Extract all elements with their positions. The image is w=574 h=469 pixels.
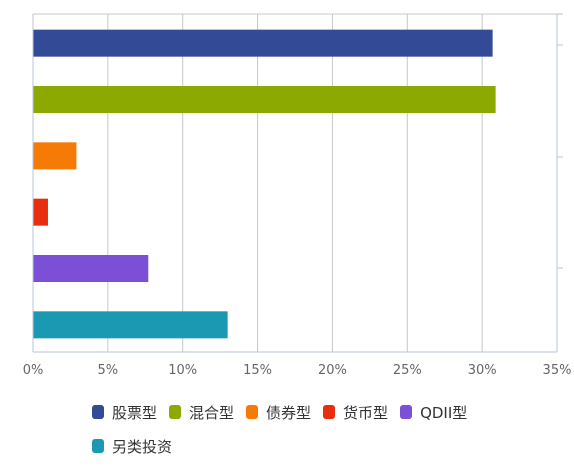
x-tick-labels: 0% 5% 10% 15% 20% 25% 30% 35% xyxy=(23,363,572,378)
x-tick-label: 30% xyxy=(468,363,497,378)
bar-1 xyxy=(33,86,496,113)
bar-5 xyxy=(33,311,228,339)
x-tick-label: 5% xyxy=(98,363,119,378)
legend-item[interactable]: QDII型 xyxy=(400,400,467,424)
x-tick-label: 10% xyxy=(168,363,197,378)
legend-swatch xyxy=(246,405,259,419)
grid-lines xyxy=(107,14,483,352)
axes xyxy=(32,13,563,353)
x-tick-label: 20% xyxy=(318,363,347,378)
legend-swatch xyxy=(400,405,413,419)
legend-label: QDII型 xyxy=(420,403,468,422)
bar-chart-plot: 0% 5% 10% 15% 20% 25% 30% 35% xyxy=(23,13,572,378)
legend-label: 股票型 xyxy=(112,403,158,422)
legend-swatch xyxy=(323,405,336,419)
bar-2 xyxy=(33,142,77,170)
legend-item[interactable]: 债券型 xyxy=(246,400,311,424)
legend-label: 货币型 xyxy=(343,403,389,422)
legend-item[interactable]: 货币型 xyxy=(323,400,388,424)
legend-label: 债券型 xyxy=(266,403,312,422)
legend-label: 另类投资 xyxy=(112,437,173,456)
legend-swatch xyxy=(92,439,104,453)
x-tick-label: 15% xyxy=(243,363,272,378)
legend: 股票型 混合型 债券型 货币型 QDII型另类投资 xyxy=(92,400,552,468)
legend-item[interactable]: 另类投资 xyxy=(92,434,172,458)
bar-0 xyxy=(33,29,493,57)
x-tick-label: 25% xyxy=(393,363,422,378)
x-tick-label: 0% xyxy=(23,363,44,378)
bar-4 xyxy=(33,255,149,282)
legend-item[interactable]: 混合型 xyxy=(169,400,234,424)
legend-swatch xyxy=(92,405,104,419)
legend-label: 混合型 xyxy=(189,403,235,422)
legend-item[interactable]: 股票型 xyxy=(92,400,157,424)
bar-3 xyxy=(33,198,48,226)
legend-swatch xyxy=(169,405,182,419)
bars xyxy=(33,29,496,339)
x-tick-label: 35% xyxy=(543,363,572,378)
